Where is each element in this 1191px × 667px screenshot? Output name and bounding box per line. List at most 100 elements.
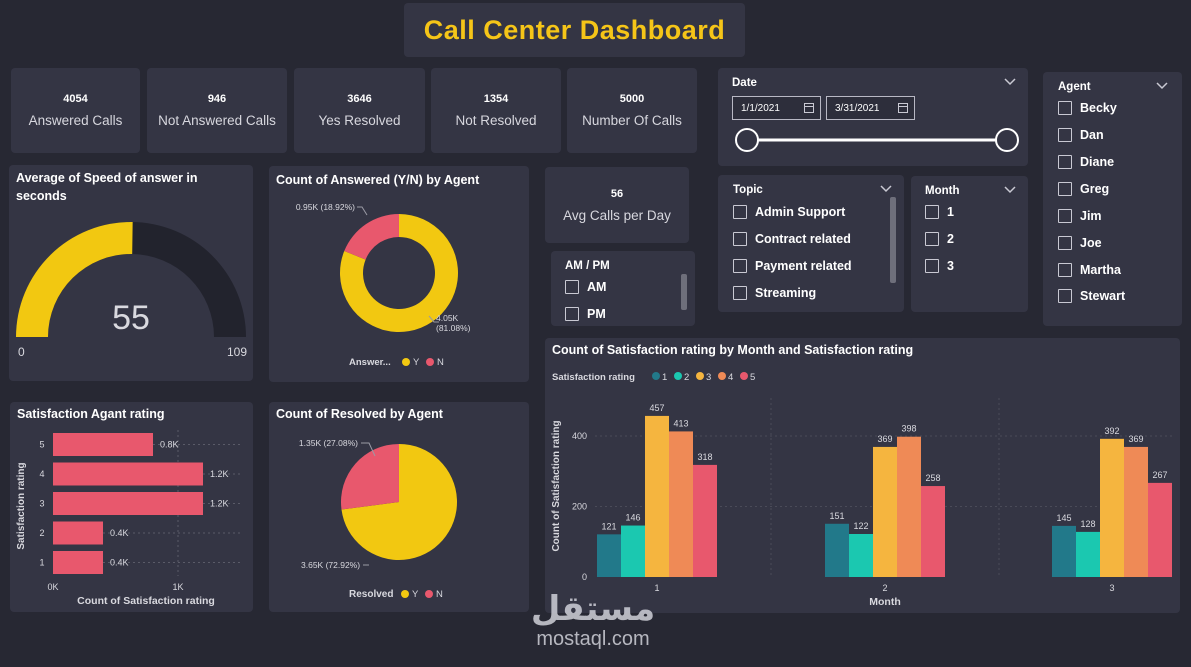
end-date-input[interactable]: 3/31/2021 (826, 96, 915, 120)
checkbox[interactable] (733, 286, 747, 300)
checkbox[interactable] (925, 232, 939, 246)
legend-dot-n (425, 590, 433, 598)
agent-option-jim[interactable]: Jim (1058, 209, 1102, 223)
topic-scrollbar[interactable] (890, 197, 896, 283)
col-bar[interactable] (669, 431, 693, 577)
ampm-option-pm[interactable]: PM (565, 307, 606, 321)
kpi-number-of-calls[interactable]: 5000 Number Of Calls (567, 68, 697, 153)
agent-option-martha[interactable]: Martha (1058, 263, 1121, 277)
donut-chart[interactable]: 0.95K (18.92%) 4.05K (81.08%) Answer... … (269, 166, 529, 382)
checkbox[interactable] (1058, 101, 1072, 115)
resolved-pie-chart[interactable]: 1.35K (27.08%) 3.65K (72.92%) Resolved Y… (269, 402, 529, 612)
chevron-down-icon[interactable] (1004, 78, 1016, 86)
checkbox[interactable] (1058, 263, 1072, 277)
col-value-label: 369 (877, 434, 892, 444)
agent-option-stewart[interactable]: Stewart (1058, 289, 1125, 303)
ampm-option-am[interactable]: AM (565, 280, 606, 294)
col-bar[interactable] (645, 415, 669, 577)
satisfaction-month-chart[interactable]: Satisfaction rating 1 2 3 4 5 Count of Satis… (545, 338, 1180, 613)
hbar-bar[interactable] (53, 492, 203, 515)
col-bar[interactable] (621, 525, 645, 577)
slider-start-handle (735, 128, 759, 152)
checkbox[interactable] (1058, 128, 1072, 142)
col-bar[interactable] (825, 523, 849, 577)
date-slicer[interactable]: Date 1/1/2021 3/31/2021 (718, 68, 1028, 166)
topic-option-streaming[interactable]: Streaming (733, 286, 816, 300)
col-bar[interactable] (1124, 446, 1148, 577)
resolved-pie-panel[interactable]: Count of Resolved by Agent 1.35K (27.08%… (269, 402, 529, 612)
checkbox[interactable] (565, 307, 579, 321)
agent-option-becky[interactable]: Becky (1058, 101, 1117, 115)
topic-option-payment-related[interactable]: Payment related (733, 259, 852, 273)
hbar-bar[interactable] (53, 462, 203, 486)
col-bar[interactable] (1076, 531, 1100, 577)
satisfaction-agent-chart[interactable]: Satisfaction rating Count of Satisfactio… (10, 402, 253, 612)
donut-title: Count of Answered (Y/N) by Agent (276, 173, 480, 187)
agent-option-greg[interactable]: Greg (1058, 182, 1109, 196)
hbar-category-label: 5 (39, 440, 44, 450)
checkbox[interactable] (733, 232, 747, 246)
hbar-value-label: 0.4K (110, 558, 129, 568)
col-bar[interactable] (597, 534, 621, 577)
start-date-input[interactable]: 1/1/2021 (732, 96, 821, 120)
agent-option-joe[interactable]: Joe (1058, 236, 1102, 250)
chevron-down-icon[interactable] (1156, 82, 1168, 90)
month-slicer[interactable]: Month 1 2 3 (911, 176, 1028, 312)
checkbox[interactable] (1058, 209, 1072, 223)
col-bar[interactable] (849, 533, 873, 577)
topic-slicer[interactable]: Topic Admin Support Contract related Pay… (718, 175, 904, 312)
hbar-ylabel: Satisfaction rating (16, 462, 27, 549)
hbar-bar[interactable] (53, 521, 103, 545)
col-bar[interactable] (693, 464, 717, 577)
agent-option-diane[interactable]: Diane (1058, 155, 1114, 169)
hbar-bar[interactable] (53, 433, 153, 456)
checkbox[interactable] (1058, 236, 1072, 250)
col-legend-dot (652, 372, 660, 380)
calendar-icon[interactable] (898, 103, 908, 113)
checkbox[interactable] (733, 259, 747, 273)
month-option-1[interactable]: 1 (925, 205, 954, 219)
donut-panel[interactable]: Count of Answered (Y/N) by Agent 0.95K (… (269, 166, 529, 382)
date-range-slider[interactable] (732, 126, 1022, 154)
kpi-not-resolved[interactable]: 1354 Not Resolved (431, 68, 561, 153)
agent-slicer[interactable]: Agent Becky Dan Diane Greg Jim Joe Marth… (1043, 72, 1182, 326)
hbar-bar[interactable] (53, 551, 103, 574)
satisfaction-month-panel[interactable]: Count of Satisfaction rating by Month an… (545, 338, 1180, 613)
month-option-2[interactable]: 2 (925, 232, 954, 246)
kpi-answered-calls[interactable]: 4054 Answered Calls (11, 68, 140, 153)
calendar-icon[interactable] (804, 103, 814, 113)
kpi-label: Avg Calls per Day (563, 207, 671, 223)
legend-dot-n (426, 358, 434, 366)
satisfaction-agent-panel[interactable]: Satisfaction Agant rating Satisfaction r… (10, 402, 253, 612)
kpi-avg-calls-per-day[interactable]: 56 Avg Calls per Day (545, 167, 689, 243)
checkbox[interactable] (1058, 182, 1072, 196)
agent-option-dan[interactable]: Dan (1058, 128, 1104, 142)
checkbox[interactable] (925, 259, 939, 273)
chevron-down-icon[interactable] (880, 185, 892, 193)
month-option-3[interactable]: 3 (925, 259, 954, 273)
topic-option-admin-support[interactable]: Admin Support (733, 205, 845, 219)
checkbox[interactable] (733, 205, 747, 219)
col-bar[interactable] (897, 436, 921, 577)
checkbox[interactable] (925, 205, 939, 219)
col-bar[interactable] (1052, 525, 1076, 577)
topic-slicer-title: Topic (733, 184, 763, 196)
checkbox[interactable] (1058, 289, 1072, 303)
checkbox[interactable] (1058, 155, 1072, 169)
topic-option-contract-related[interactable]: Contract related (733, 232, 851, 246)
hbar-xlabel: Count of Satisfaction rating (77, 595, 215, 607)
col-bar[interactable] (1100, 438, 1124, 577)
ampm-scrollbar[interactable] (681, 274, 687, 310)
col-value-label: 122 (853, 521, 868, 531)
checkbox[interactable] (565, 280, 579, 294)
month-option-label: 2 (947, 232, 954, 246)
kpi-not-answered-calls[interactable]: 946 Not Answered Calls (147, 68, 287, 153)
col-bar[interactable] (873, 446, 897, 577)
chevron-down-icon[interactable] (1004, 186, 1016, 194)
gauge-panel[interactable]: Average of Speed of answer in seconds 55… (9, 165, 253, 381)
gauge-chart[interactable]: 55 0 109 (9, 165, 253, 381)
col-bar[interactable] (1148, 482, 1172, 577)
col-bar[interactable] (921, 486, 945, 577)
kpi-yes-resolved[interactable]: 3646 Yes Resolved (294, 68, 425, 153)
ampm-slicer[interactable]: AM / PM AM PM (551, 251, 695, 326)
